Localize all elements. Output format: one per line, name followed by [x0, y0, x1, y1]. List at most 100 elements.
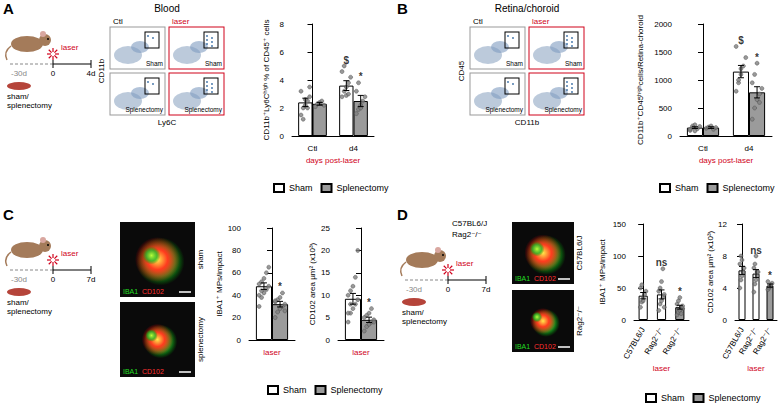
svg-text:B: B	[397, 0, 408, 17]
svg-text:d4: d4	[349, 144, 358, 153]
svg-text:$: $	[344, 55, 350, 66]
svg-text:50: 50	[617, 284, 626, 293]
svg-text:CD102: CD102	[142, 368, 164, 375]
svg-text:Splenectomy: Splenectomy	[709, 393, 762, 403]
svg-text:Ctl: Ctl	[113, 17, 123, 26]
svg-text:0: 0	[668, 132, 673, 141]
svg-text:40: 40	[232, 291, 241, 300]
svg-text:0: 0	[280, 132, 285, 141]
svg-text:splenectomy: splenectomy	[7, 307, 52, 316]
svg-text:CD11b⁺Ly6Cʰⁱᵍʰ % of CD45⁺ cell: CD11b⁺Ly6Cʰⁱᵍʰ % of CD45⁺ cells	[262, 20, 271, 141]
svg-text:Splenectomy: Splenectomy	[331, 385, 384, 395]
svg-text:1500: 1500	[654, 48, 672, 57]
svg-text:laser: laser	[61, 43, 79, 52]
svg-text:sham/: sham/	[7, 92, 30, 101]
svg-text:7d: 7d	[482, 285, 491, 294]
svg-text:Rag2⁻/⁻: Rag2⁻/⁻	[751, 326, 774, 356]
svg-text:CD11b: CD11b	[515, 118, 540, 127]
svg-text:ns: ns	[656, 257, 668, 268]
svg-text:CD11b: CD11b	[97, 58, 106, 83]
svg-text:Rag2⁻/⁻: Rag2⁻/⁻	[661, 326, 684, 356]
svg-text:days post-laser: days post-laser	[699, 156, 754, 165]
svg-text:-30d: -30d	[11, 275, 27, 284]
svg-text:D: D	[397, 206, 408, 223]
svg-text:Splenectomy: Splenectomy	[723, 183, 776, 193]
svg-text:25: 25	[321, 224, 330, 233]
svg-text:Sham: Sham	[661, 393, 685, 403]
svg-text:laser: laser	[352, 348, 370, 357]
svg-text:IBA1⁺ MPs/impact: IBA1⁺ MPs/impact	[215, 250, 224, 316]
svg-text:CD102: CD102	[534, 275, 556, 282]
svg-text:Rag2⁻/⁻: Rag2⁻/⁻	[575, 306, 584, 336]
svg-text:C57BL6/J: C57BL6/J	[452, 219, 487, 228]
svg-text:Sham: Sham	[565, 60, 582, 67]
svg-text:laser: laser	[456, 259, 474, 268]
svg-text:4: 4	[280, 76, 285, 85]
svg-text:Ly6C: Ly6C	[158, 118, 177, 127]
svg-text:laser: laser	[263, 348, 281, 357]
svg-text:6: 6	[280, 48, 285, 57]
svg-text:sham: sham	[196, 249, 205, 269]
svg-text:Splenectomy: Splenectomy	[337, 183, 390, 193]
svg-text:Sham: Sham	[289, 183, 313, 193]
svg-text:Ctl: Ctl	[308, 144, 318, 153]
svg-text:Sham: Sham	[506, 60, 523, 67]
svg-text:Sham: Sham	[675, 183, 699, 193]
svg-text:80: 80	[232, 246, 241, 255]
svg-text:splenectomy: splenectomy	[7, 101, 52, 110]
svg-text:*: *	[278, 281, 282, 292]
svg-text:0: 0	[51, 69, 56, 78]
svg-text:10: 10	[321, 291, 330, 300]
svg-text:60: 60	[232, 268, 241, 277]
svg-text:500: 500	[659, 104, 673, 113]
svg-text:150: 150	[613, 220, 627, 229]
svg-text:splenectomy: splenectomy	[196, 317, 205, 362]
svg-text:Splenectomy: Splenectomy	[184, 106, 222, 114]
svg-text:laser: laser	[532, 17, 550, 26]
svg-text:$: $	[738, 35, 744, 46]
svg-text:Splenectomy: Splenectomy	[125, 106, 163, 114]
svg-text:C57BL6/J: C57BL6/J	[622, 326, 647, 361]
svg-text:20: 20	[232, 313, 241, 322]
svg-text:20: 20	[321, 246, 330, 255]
svg-text:Ctl: Ctl	[473, 17, 483, 26]
svg-text:5: 5	[326, 313, 331, 322]
svg-text:C: C	[3, 206, 14, 223]
svg-text:12: 12	[718, 220, 727, 229]
svg-text:IBA1: IBA1	[123, 288, 138, 295]
svg-text:Rag2⁻/⁻: Rag2⁻/⁻	[452, 230, 482, 239]
svg-text:IBA1⁺ MPs/impact: IBA1⁺ MPs/impact	[598, 238, 607, 304]
svg-text:Splenectomy: Splenectomy	[485, 106, 523, 114]
svg-text:Retina/choroid: Retina/choroid	[495, 3, 559, 14]
svg-text:2000: 2000	[654, 20, 672, 29]
svg-text:CD45: CD45	[457, 60, 466, 81]
svg-text:0: 0	[723, 316, 728, 325]
svg-text:ns: ns	[750, 245, 762, 256]
svg-text:laser: laser	[653, 364, 671, 373]
svg-text:15: 15	[321, 268, 330, 277]
svg-text:laser: laser	[61, 249, 79, 258]
svg-text:0: 0	[446, 285, 451, 294]
svg-text:A: A	[3, 0, 14, 17]
svg-text:d4: d4	[745, 144, 754, 153]
svg-text:Sham: Sham	[146, 60, 163, 67]
svg-text:0: 0	[51, 275, 56, 284]
svg-text:sham/: sham/	[7, 298, 30, 307]
svg-text:*: *	[768, 270, 772, 281]
svg-text:100: 100	[613, 252, 627, 261]
svg-text:4d: 4d	[87, 69, 96, 78]
svg-text:-30d: -30d	[406, 285, 422, 294]
svg-text:CD102: CD102	[534, 343, 556, 350]
svg-text:CD102 area µm² (x10³): CD102 area µm² (x10³)	[706, 230, 715, 313]
svg-text:IBA1: IBA1	[515, 343, 530, 350]
svg-text:Sham: Sham	[205, 60, 222, 67]
svg-text:-30d: -30d	[11, 69, 27, 78]
svg-text:100: 100	[228, 224, 242, 233]
svg-text:*: *	[367, 297, 371, 308]
svg-text:days post-laser: days post-laser	[306, 156, 361, 165]
svg-text:Ctl: Ctl	[698, 144, 708, 153]
svg-text:Sham: Sham	[283, 385, 307, 395]
svg-text:*: *	[755, 52, 759, 63]
svg-text:0: 0	[622, 316, 627, 325]
svg-text:8: 8	[723, 252, 728, 261]
